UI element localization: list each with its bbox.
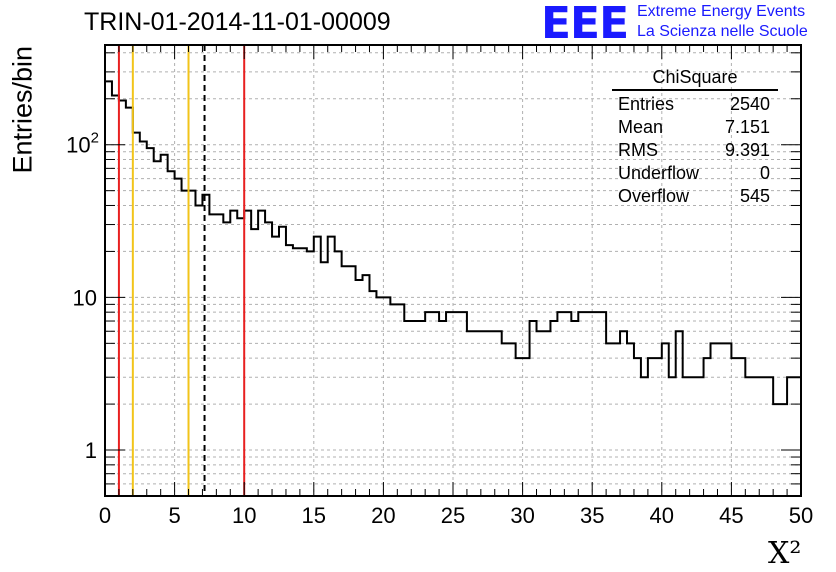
eee-logo: EEE: [541, 0, 629, 49]
marker-lines: [117, 45, 246, 496]
stats-row: Overflow 545: [612, 185, 778, 208]
stats-label: Entries: [618, 94, 675, 114]
stats-label: Overflow: [618, 186, 690, 206]
y-tick-label: 1: [85, 438, 97, 463]
stats-box: ChiSquare Entries 2540 Mean 7.151 RMS 9.391…: [612, 67, 778, 208]
stats-value: 0: [759, 163, 770, 183]
x-axis-label: X²: [768, 536, 802, 571]
x-tick-label: 25: [441, 503, 465, 528]
stats-label: Mean: [618, 117, 664, 137]
logo-line-2: La Scienza nelle Scuole: [637, 23, 808, 40]
stats-title: ChiSquare: [612, 67, 778, 91]
x-tick-label: 5: [168, 503, 180, 528]
stats-row: Entries 2540: [612, 93, 778, 116]
below-axis-mask: [105, 496, 803, 508]
histogram-bars: [105, 80, 803, 508]
stats-row: RMS 9.391: [612, 139, 778, 162]
stats-row: Mean 7.151: [612, 116, 778, 139]
stats-label: Underflow: [618, 163, 700, 183]
y-tick-label: 102: [66, 130, 99, 158]
axis-ticks: [104, 45, 802, 497]
x-tick-label: 50: [789, 503, 813, 528]
stats-label: RMS: [618, 140, 658, 160]
stats-value: 7.151: [724, 117, 770, 137]
histogram-outline: [105, 80, 801, 406]
logo-line-1: Extreme Energy Events: [637, 3, 806, 20]
x-tick-label: 10: [232, 503, 256, 528]
x-tick-label: 0: [99, 503, 111, 528]
stats-value: 545: [739, 186, 770, 206]
y-axis-label: Entries/bin: [7, 45, 38, 174]
x-tick-label: 20: [371, 503, 395, 528]
chart-title: TRIN-01-2014-11-01-00009: [84, 8, 391, 36]
stats-row: Underflow 0: [612, 162, 778, 185]
stats-value: 2540: [729, 94, 770, 114]
x-tick-label: 30: [510, 503, 534, 528]
x-tick-label: 15: [302, 503, 326, 528]
tick-labels: 0 5 10 15 20 25 30 35 40 45 50 1 10 102: [66, 130, 813, 528]
stats-value: 9.391: [724, 140, 770, 160]
grid-lines: [105, 45, 801, 497]
x-tick-label: 45: [719, 503, 743, 528]
x-tick-label: 35: [580, 503, 604, 528]
y-tick-label: 10: [73, 285, 97, 310]
x-tick-label: 40: [650, 503, 674, 528]
